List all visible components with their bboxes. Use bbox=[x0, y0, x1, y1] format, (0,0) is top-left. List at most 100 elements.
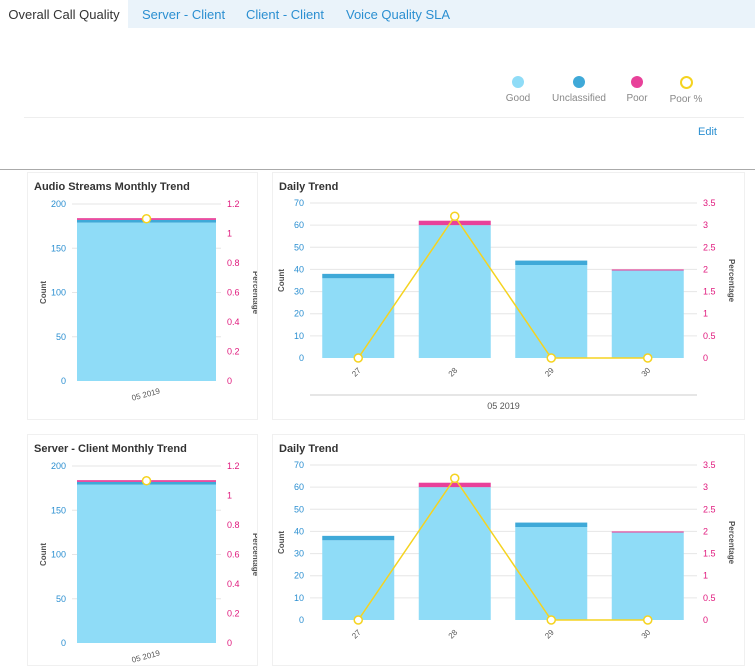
bar-poor bbox=[611, 269, 684, 271]
bar-good bbox=[515, 527, 588, 620]
y2-tick-label: 0.6 bbox=[227, 288, 240, 298]
x-tick-label: 28 bbox=[447, 366, 460, 379]
legend-swatch-poor bbox=[631, 76, 643, 88]
y2-tick-label: 3.5 bbox=[703, 198, 716, 208]
y-tick-label: 0 bbox=[299, 353, 304, 363]
poor-pct-point bbox=[141, 214, 152, 224]
tab-server-client[interactable]: Server - Client bbox=[142, 7, 226, 22]
y-tick-label: 150 bbox=[51, 243, 66, 253]
content-divider bbox=[0, 169, 755, 170]
y-tick-label: 100 bbox=[51, 288, 66, 298]
y-tick-label: 0 bbox=[61, 376, 66, 386]
bar-good bbox=[515, 265, 588, 358]
x-tick-label: 27 bbox=[350, 366, 363, 379]
y2-tick-label: 0.5 bbox=[703, 331, 716, 341]
chart-panel-server-client-monthly: Server - Client Monthly Trend 0 50 100 150 2… bbox=[27, 434, 258, 666]
tab-voice-quality-sla[interactable]: Voice Quality SLA bbox=[346, 7, 451, 22]
x-tick-label: 30 bbox=[640, 628, 653, 641]
bar-good bbox=[611, 270, 684, 358]
y2-tick-label: 0 bbox=[227, 376, 232, 386]
y2-axis-label: Percentage bbox=[251, 271, 257, 315]
y2-tick-label: 0.4 bbox=[227, 317, 240, 327]
bar-poor bbox=[418, 482, 491, 488]
y2-tick-label: 1.5 bbox=[703, 549, 716, 559]
poor-pct-point bbox=[546, 353, 556, 363]
legend-item-poor-pct[interactable]: Poor % bbox=[656, 76, 716, 105]
poor-pct-point bbox=[450, 211, 460, 222]
y-axis-label: Count bbox=[277, 531, 286, 554]
y2-tick-label: 0 bbox=[703, 353, 708, 363]
legend-item-poor[interactable]: Poor bbox=[607, 76, 667, 104]
chart-panel-daily-trend-1: Daily Trend 0 10 20 30 40 50 60 70 0 0.5 1 1.5 2 2.5 3… bbox=[272, 172, 745, 420]
y2-tick-label: 3 bbox=[703, 220, 708, 230]
x-axis-label: 05 2019 bbox=[487, 401, 520, 411]
x-tick-label: 29 bbox=[543, 628, 556, 641]
y-tick-label: 40 bbox=[294, 526, 304, 536]
y-tick-label: 50 bbox=[56, 332, 66, 342]
y-tick-label: 30 bbox=[294, 287, 304, 297]
x-tick-label: 27 bbox=[350, 628, 363, 641]
legend-swatch-good bbox=[512, 76, 524, 88]
y2-tick-label: 0.8 bbox=[227, 520, 240, 530]
y2-tick-label: 0.4 bbox=[227, 579, 240, 589]
edit-link[interactable]: Edit bbox=[698, 126, 717, 138]
x-tick-label: 30 bbox=[640, 366, 653, 379]
y2-tick-label: 1.2 bbox=[227, 461, 240, 471]
y2-axis-label: Percentage bbox=[251, 533, 257, 577]
poor-pct-point bbox=[643, 353, 653, 363]
bar-unclassified bbox=[515, 260, 588, 265]
y2-tick-label: 0.2 bbox=[227, 347, 240, 357]
y-tick-label: 20 bbox=[294, 309, 304, 319]
bar-good bbox=[418, 487, 491, 620]
legend-swatch-unclassified bbox=[573, 76, 585, 88]
chart-daily-trend-2: 0 10 20 30 40 50 60 70 0 0.5 1 1.5 2 2.5 3 3.5 Count Perc… bbox=[277, 460, 736, 641]
y-tick-label: 70 bbox=[294, 198, 304, 208]
y-tick-label: 200 bbox=[51, 199, 66, 209]
y-tick-label: 60 bbox=[294, 482, 304, 492]
poor-pct-point bbox=[141, 476, 152, 486]
bar-good bbox=[418, 225, 491, 358]
legend-label-poor: Poor bbox=[626, 93, 648, 104]
y2-tick-label: 1 bbox=[703, 571, 708, 581]
bar-unclassified bbox=[515, 522, 588, 527]
y-tick-label: 0 bbox=[61, 638, 66, 648]
bar-good bbox=[322, 278, 395, 358]
y-axis-label: Count bbox=[39, 281, 48, 304]
legend-item-unclassified[interactable]: Unclassified bbox=[549, 76, 609, 104]
chart-title: Server - Client Monthly Trend bbox=[34, 443, 187, 455]
poor-pct-point bbox=[353, 353, 363, 363]
chart-daily-trend-1: 0 10 20 30 40 50 60 70 0 0.5 1 1.5 2 2.5 3 3.5 Count Perc… bbox=[277, 198, 736, 411]
y2-tick-label: 1.5 bbox=[703, 287, 716, 297]
y-tick-label: 30 bbox=[294, 549, 304, 559]
y-tick-label: 0 bbox=[299, 615, 304, 625]
chart-audio-streams-monthly: 0 50 100 150 200 0 0.2 0.4 0.6 0.8 1 1.2 Count Percen… bbox=[39, 199, 257, 403]
y-tick-label: 40 bbox=[294, 264, 304, 274]
tab-client-client[interactable]: Client - Client bbox=[246, 7, 325, 22]
y2-tick-label: 2.5 bbox=[703, 242, 716, 252]
y2-tick-label: 3 bbox=[703, 482, 708, 492]
y-tick-label: 50 bbox=[56, 594, 66, 604]
chart-title: Daily Trend bbox=[279, 181, 339, 193]
y-tick-label: 20 bbox=[294, 571, 304, 581]
poor-pct-line bbox=[357, 476, 648, 621]
legend-label-unclassified: Unclassified bbox=[552, 93, 606, 104]
bar-unclassified bbox=[322, 273, 395, 279]
bar-good bbox=[322, 540, 395, 620]
legend-item-good[interactable]: Good bbox=[488, 76, 548, 104]
y-tick-label: 10 bbox=[294, 593, 304, 603]
y-tick-label: 50 bbox=[294, 242, 304, 252]
y2-tick-label: 0.2 bbox=[227, 609, 240, 619]
legend-label-poor-pct: Poor % bbox=[669, 94, 703, 105]
y2-tick-label: 2 bbox=[703, 264, 708, 274]
bar-poor bbox=[418, 220, 491, 226]
y-axis-label: Count bbox=[277, 269, 286, 292]
tab-overall-call-quality[interactable]: Overall Call Quality bbox=[0, 0, 128, 28]
chart-panel-audio-streams-monthly: Audio Streams Monthly Trend 0 50 100 150 200… bbox=[27, 172, 258, 420]
y2-tick-label: 1.2 bbox=[227, 199, 240, 209]
poor-pct-point bbox=[546, 615, 556, 625]
chart-server-client-monthly: 0 50 100 150 200 0 0.2 0.4 0.6 0.8 1 1.2 Count Percen… bbox=[39, 461, 257, 665]
y-tick-label: 10 bbox=[294, 331, 304, 341]
x-tick-label: 05 2019 bbox=[131, 386, 162, 402]
poor-pct-point bbox=[643, 615, 653, 625]
y2-tick-label: 2.5 bbox=[703, 504, 716, 514]
